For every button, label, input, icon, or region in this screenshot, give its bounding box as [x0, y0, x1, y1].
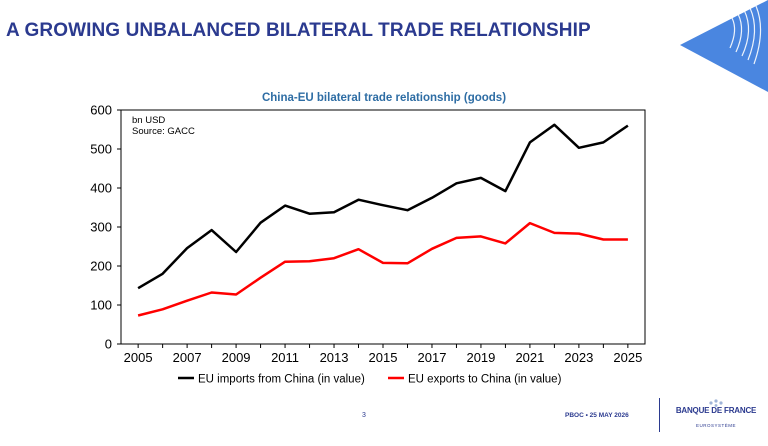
- corner-logo-icon: [680, 0, 768, 92]
- series-layer: [137, 123, 629, 317]
- bdf-emblem-icon: [709, 399, 723, 407]
- plot-area: [120, 109, 646, 345]
- unit-annotation: bn USD: [132, 115, 165, 126]
- footer-event-date: PBOC • 25 MAY 2026: [565, 412, 629, 419]
- x-tick-label: 2019: [466, 350, 495, 365]
- y-tick-label: 0: [105, 337, 112, 352]
- x-tick-label: 2023: [564, 350, 593, 365]
- slide-title: A GROWING UNBALANCED BILATERAL TRADE REL…: [6, 20, 591, 41]
- x-tick-label: 2011: [271, 350, 299, 365]
- x-tick-label: 2015: [369, 350, 398, 365]
- series-line-imports: [137, 123, 629, 290]
- legend-label: EU exports to China (in value): [408, 374, 562, 386]
- bdf-logo-name: BANQUE DE FRANCE: [675, 406, 757, 415]
- y-tick-label: 500: [90, 142, 112, 157]
- series-line-exports: [137, 221, 628, 317]
- page-number: 3: [362, 412, 366, 419]
- y-tick-label: 600: [90, 103, 112, 118]
- x-tick-label: 2021: [515, 350, 544, 365]
- legend-label: EU imports from China (in value): [198, 374, 365, 386]
- x-tick-label: 2017: [418, 350, 447, 365]
- legend: EU imports from China (in value) EU expor…: [178, 374, 562, 386]
- x-tick-label: 2013: [320, 350, 349, 365]
- y-tick-label: 200: [90, 259, 112, 274]
- x-tick-label: 2009: [222, 350, 251, 365]
- y-tick-label: 100: [90, 298, 112, 313]
- x-tick-label: 2005: [124, 350, 153, 365]
- source-annotation: Source: GACC: [132, 126, 195, 137]
- y-tick-label: 300: [90, 220, 112, 235]
- bdf-logo-sub: EUROSYSTÈME: [695, 423, 736, 428]
- y-tick-label: 400: [90, 181, 112, 196]
- x-tick-label: 2007: [173, 350, 202, 365]
- footer-divider: [659, 398, 660, 432]
- chart-title: China-EU bilateral trade relationship (g…: [261, 92, 507, 104]
- banque-de-france-logo: BANQUE DE FRANCE EUROSYSTÈME: [664, 398, 768, 438]
- x-axis: 2005 2007 2009 2011 2013 2015 2017 2019 2021 2023…: [124, 344, 642, 365]
- x-tick-label: 2025: [613, 350, 642, 365]
- y-axis: 0 100 200 300 400 500 600: [90, 103, 121, 352]
